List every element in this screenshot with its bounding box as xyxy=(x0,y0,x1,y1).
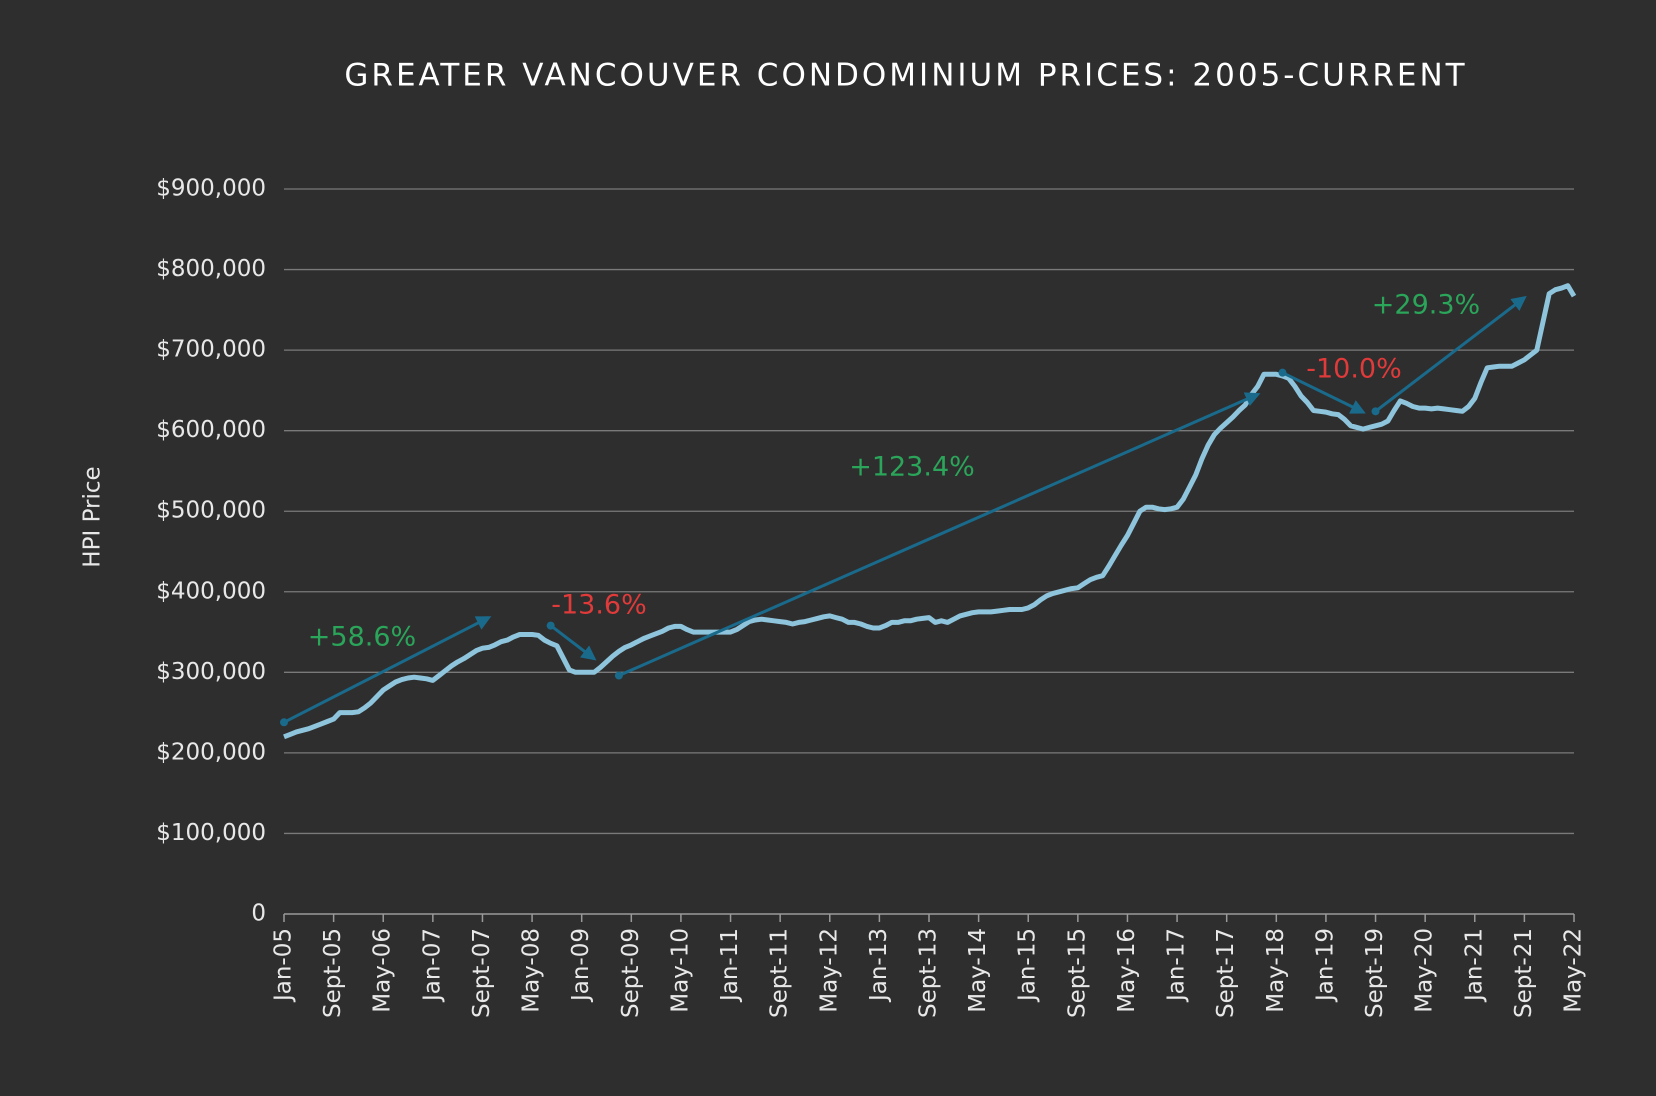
x-tick-label: Jan-07 xyxy=(419,928,445,1003)
x-tick-label: May-08 xyxy=(519,928,545,1013)
x-tick-label: Sept-19 xyxy=(1362,928,1388,1018)
y-tick-label: $200,000 xyxy=(156,739,266,765)
x-tick-label: May-06 xyxy=(370,928,396,1013)
x-tick-label: Jan-11 xyxy=(717,928,743,1003)
annotation: +58.6% xyxy=(308,622,416,653)
annotation: +123.4% xyxy=(849,452,975,483)
x-tick-label: Sept-15 xyxy=(1064,928,1090,1018)
y-tick-label: $900,000 xyxy=(156,176,266,202)
x-tick-label: May-22 xyxy=(1561,928,1587,1013)
x-tick-label: May-20 xyxy=(1412,928,1438,1013)
y-tick-label: 0 xyxy=(251,901,266,927)
x-tick-label: May-12 xyxy=(816,928,842,1013)
arrow xyxy=(549,624,597,661)
y-tick-label: $700,000 xyxy=(156,337,266,363)
x-tick-label: Sept-17 xyxy=(1213,928,1239,1018)
x-tick-label: Sept-13 xyxy=(916,928,942,1018)
x-tick-label: May-16 xyxy=(1114,928,1140,1013)
y-tick-label: $300,000 xyxy=(156,659,266,685)
x-tick-label: Jan-05 xyxy=(271,928,297,1003)
x-tick-label: Sept-11 xyxy=(767,928,793,1018)
y-tick-label: $100,000 xyxy=(156,820,266,846)
x-tick-label: Sept-21 xyxy=(1511,928,1537,1018)
x-tick-label: Jan-19 xyxy=(1312,928,1338,1003)
annotation: +29.3% xyxy=(1372,290,1480,321)
arrow xyxy=(283,616,492,724)
arrow xyxy=(618,392,1261,677)
y-tick-label: $500,000 xyxy=(156,498,266,524)
annotation: -10.0% xyxy=(1306,354,1402,385)
x-tick-label: Sept-05 xyxy=(320,928,346,1018)
line xyxy=(283,283,1577,740)
x-tick-label: Jan-13 xyxy=(866,928,892,1003)
x-tick-label: Jan-15 xyxy=(1015,928,1041,1003)
arrow xyxy=(1281,371,1366,414)
y-tick-label: $800,000 xyxy=(156,256,266,282)
x-tick-label: Jan-09 xyxy=(568,928,594,1003)
x-tick-label: May-10 xyxy=(667,928,693,1013)
x-tick-label: Sept-07 xyxy=(469,928,495,1018)
x-tick-label: Jan-21 xyxy=(1461,928,1487,1003)
x-tick-label: May-18 xyxy=(1263,928,1289,1013)
x-tick-label: Sept-09 xyxy=(618,928,644,1018)
y-tick-label: $600,000 xyxy=(156,417,266,443)
y-axis-label: HPI Price xyxy=(80,466,106,567)
x-tick-label: May-14 xyxy=(965,928,991,1013)
chart-title: GREATER VANCOUVER CONDOMINIUM PRICES: 20… xyxy=(344,58,1467,94)
arrow xyxy=(1374,295,1527,413)
annotation: -13.6% xyxy=(551,590,647,621)
x-tick-label: Jan-17 xyxy=(1164,928,1190,1003)
y-tick-label: $400,000 xyxy=(156,578,266,604)
